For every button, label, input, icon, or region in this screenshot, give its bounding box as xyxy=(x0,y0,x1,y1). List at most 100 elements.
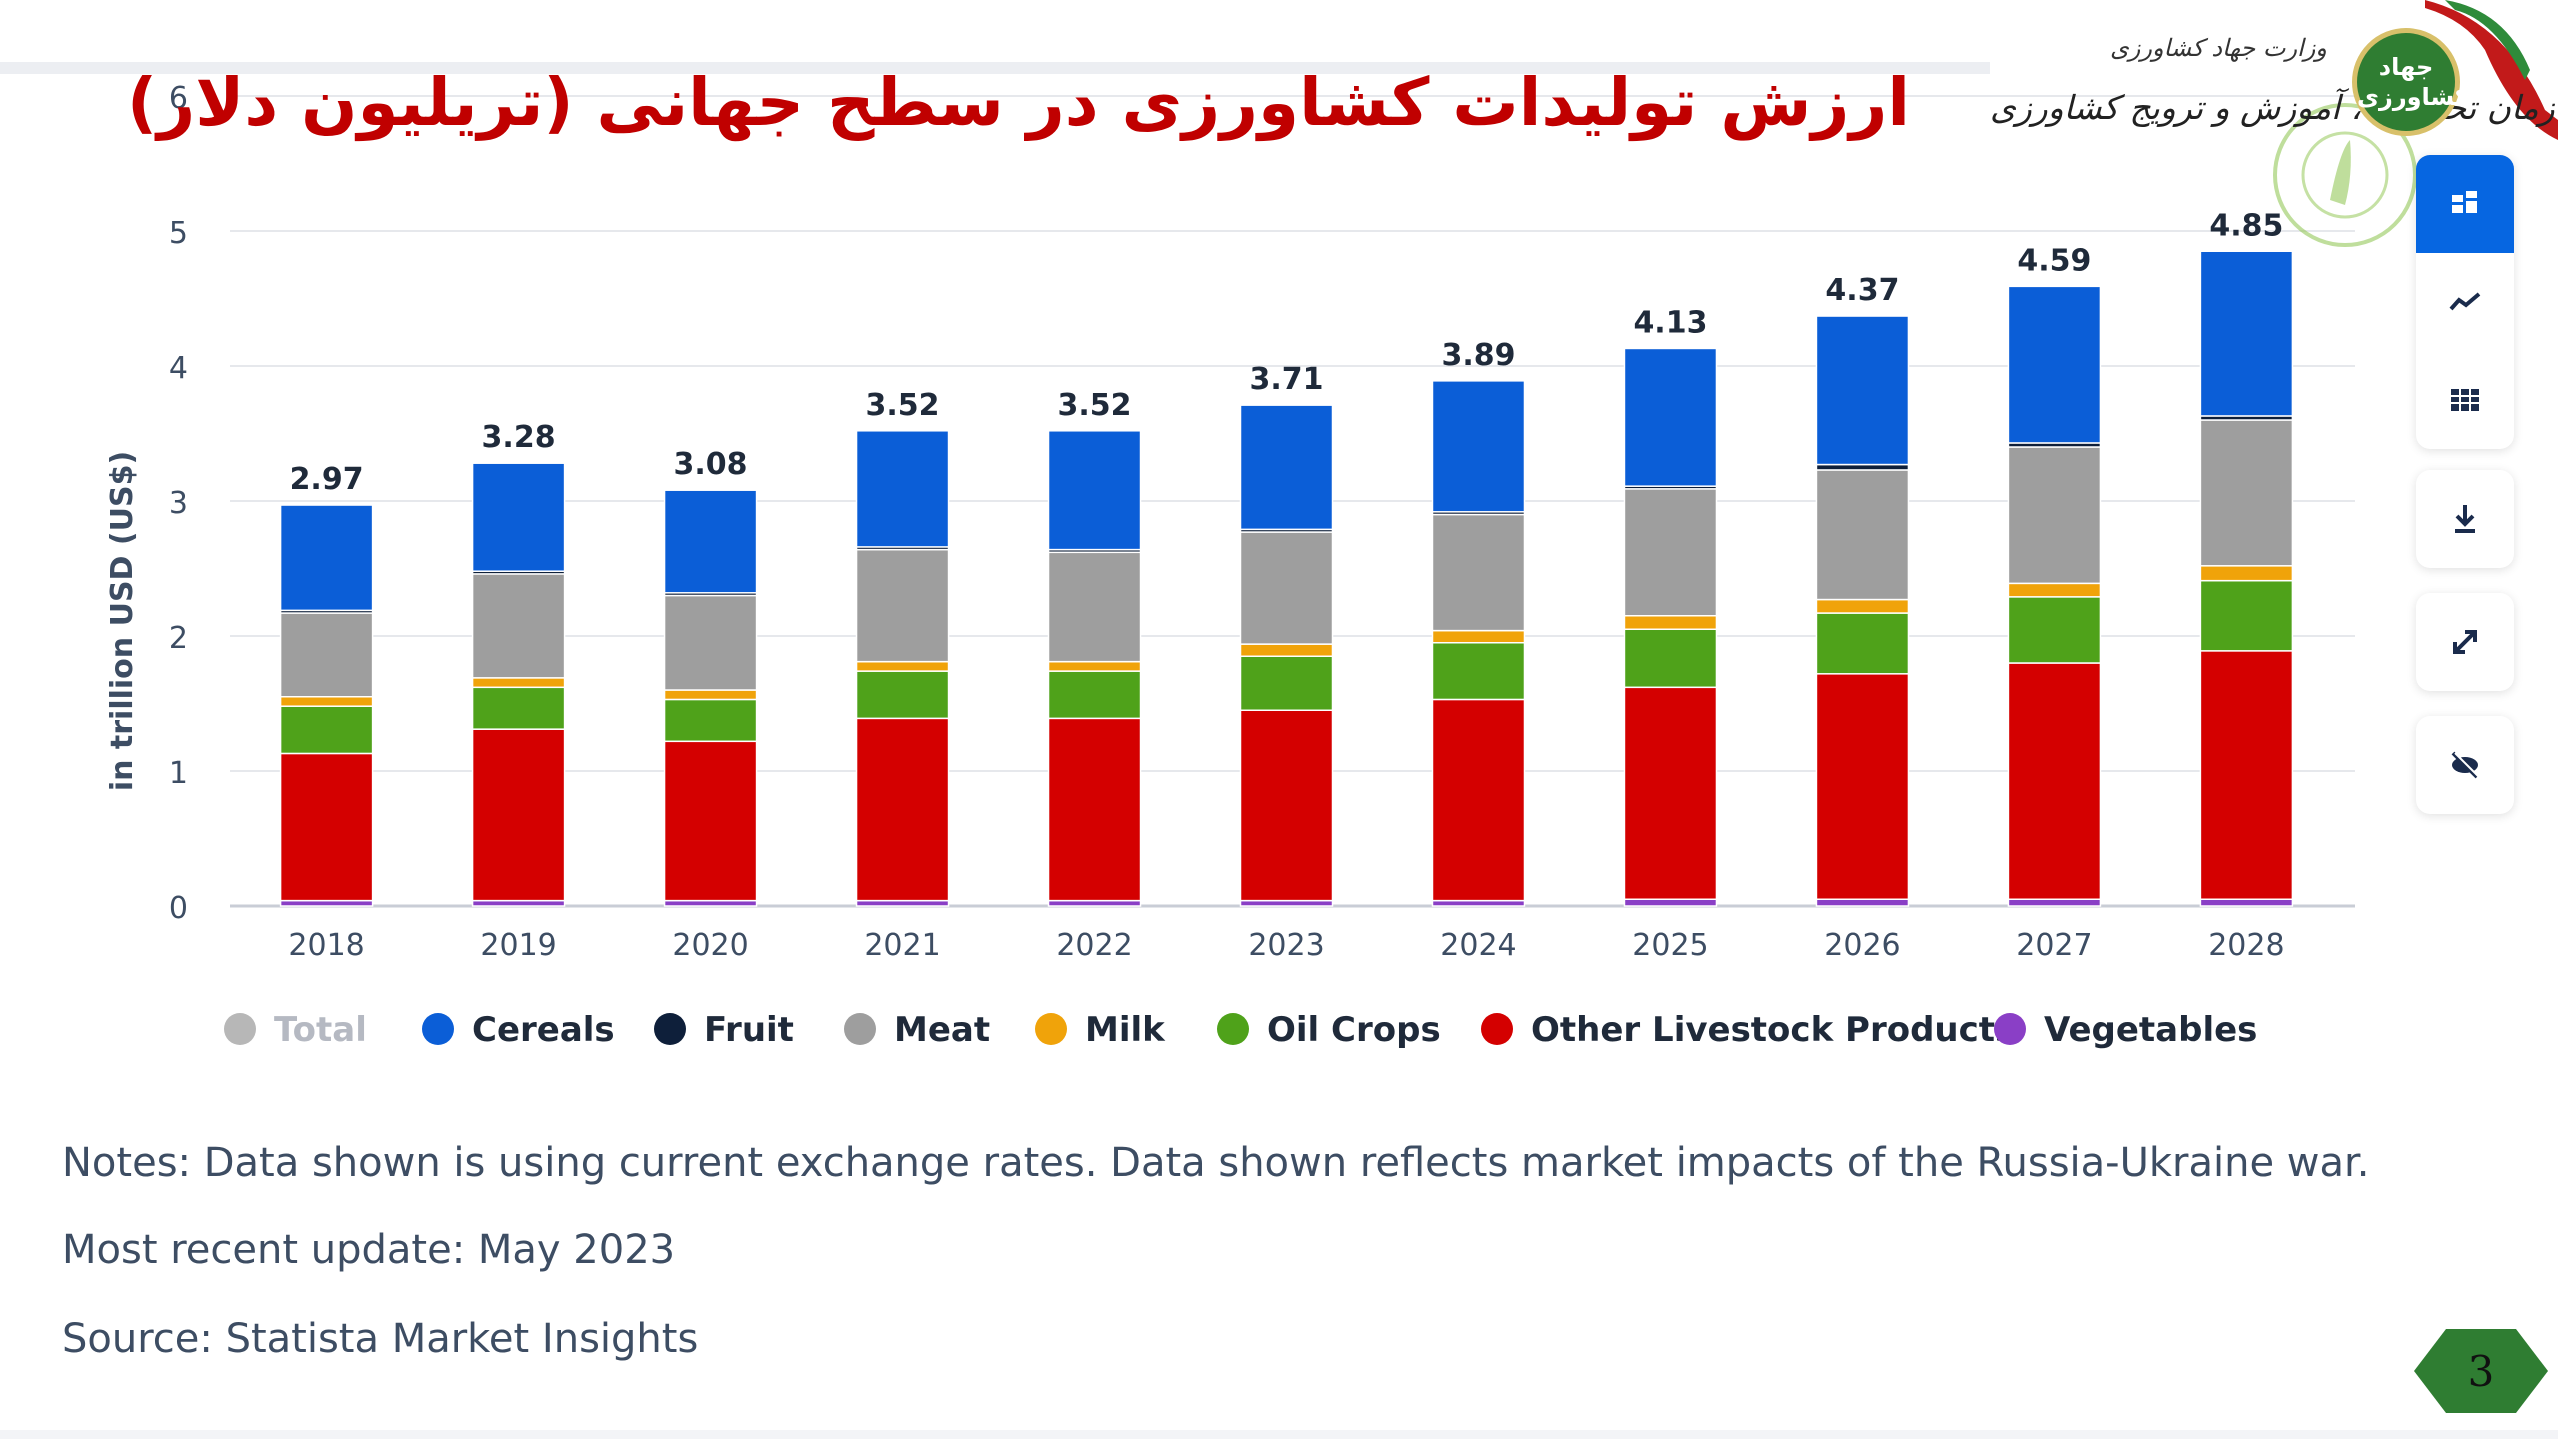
legend-label: Fruit xyxy=(704,1010,794,1050)
bar-segment-cereals xyxy=(1431,380,1526,513)
y-tick-label: 1 xyxy=(169,756,188,791)
bar-segment-cereals xyxy=(663,489,758,594)
legend-label: Cereals xyxy=(472,1010,615,1050)
x-tick-label: 2022 xyxy=(1056,928,1132,963)
bar-segment-other-livestock-products xyxy=(1239,709,1334,902)
bar-segment-meat xyxy=(1815,469,1910,601)
legend-marker xyxy=(844,1013,876,1045)
legend-label: Oil Crops xyxy=(1267,1010,1441,1050)
legend-label: Milk xyxy=(1085,1010,1166,1050)
bar-segment-cereals xyxy=(279,504,374,612)
expand-group xyxy=(2416,593,2514,691)
total-data-label: 3.52 xyxy=(1058,388,1132,423)
bar-segment-meat xyxy=(1623,488,1718,617)
y-tick-label: 6 xyxy=(169,81,188,116)
total-data-label: 3.52 xyxy=(866,388,940,423)
bar-segment-meat xyxy=(1239,531,1334,645)
bar-segment-meat xyxy=(663,594,758,691)
total-data-label: 3.08 xyxy=(674,447,748,482)
legend-marker xyxy=(422,1013,454,1045)
bar-segment-oil-crops xyxy=(1431,642,1526,701)
bar-segment-oil-crops xyxy=(471,686,566,730)
table-icon[interactable] xyxy=(2416,351,2514,449)
bar-segment-meat xyxy=(1047,551,1142,663)
legend-label: Total xyxy=(274,1010,367,1050)
chart-type-group xyxy=(2416,155,2514,449)
y-tick-label: 5 xyxy=(169,216,188,251)
bar-segment-oil-crops xyxy=(2199,579,2294,652)
total-data-label: 4.37 xyxy=(1825,273,1899,308)
hide-icon[interactable] xyxy=(2416,716,2514,814)
x-tick-label: 2021 xyxy=(864,928,940,963)
legend-marker xyxy=(1994,1013,2026,1045)
expand-icon[interactable] xyxy=(2416,593,2514,691)
bar-segment-milk xyxy=(2199,565,2294,582)
total-data-label: 3.89 xyxy=(1441,338,1515,373)
download-group xyxy=(2416,470,2514,568)
bar-segment-vegetables xyxy=(855,899,950,907)
bar-segment-oil-crops xyxy=(1047,670,1142,720)
x-tick-label: 2023 xyxy=(1248,928,1324,963)
legend-label: Other Livestock Products xyxy=(1531,1010,2015,1050)
chart-notes: Notes: Data shown is using current excha… xyxy=(62,1140,2370,1186)
ministry-logo xyxy=(2273,0,2558,247)
total-data-label: 4.13 xyxy=(1633,305,1707,340)
bar-segment-milk xyxy=(1623,615,1718,630)
bar-segment-vegetables xyxy=(2199,898,2294,907)
bar-segment-other-livestock-products xyxy=(1815,673,1910,900)
legend-marker xyxy=(654,1013,686,1045)
bar-segment-cereals xyxy=(2199,250,2294,417)
bar-segment-vegetables xyxy=(1239,899,1334,907)
bar-segment-vegetables xyxy=(1815,898,1910,907)
y-axis-label: in trillion USD (US$) xyxy=(105,451,140,791)
bar-segment-oil-crops xyxy=(1623,628,1718,689)
bar-segment-oil-crops xyxy=(1239,655,1334,711)
bar-segment-other-livestock-products xyxy=(279,752,374,902)
legend-label: Meat xyxy=(894,1010,990,1050)
bar-segment-cereals xyxy=(1623,347,1718,487)
bar-segment-other-livestock-products xyxy=(663,740,758,902)
bar-segment-meat xyxy=(1431,513,1526,632)
bar-segment-fruit xyxy=(1815,463,1910,471)
bar-segment-other-livestock-products xyxy=(1047,717,1142,902)
bar-segment-milk xyxy=(279,696,374,707)
bar-chart-icon[interactable] xyxy=(2416,155,2514,253)
bar-segment-vegetables xyxy=(279,899,374,907)
bar-segment-meat xyxy=(2199,419,2294,567)
page-number-badge xyxy=(2414,1329,2548,1413)
bar-segment-meat xyxy=(855,548,950,663)
x-tick-label: 2025 xyxy=(1632,928,1708,963)
legend-label: Vegetables xyxy=(2044,1010,2257,1050)
bar-segment-oil-crops xyxy=(2007,596,2102,664)
update-date: Most recent update: May 2023 xyxy=(62,1227,676,1273)
x-tick-label: 2018 xyxy=(288,928,364,963)
bar-segment-milk xyxy=(1239,643,1334,657)
bar-segment-vegetables xyxy=(1431,899,1526,907)
bar-segment-cereals xyxy=(471,462,566,572)
x-tick-label: 2020 xyxy=(672,928,748,963)
bar-segment-meat xyxy=(279,612,374,698)
bar-segment-milk xyxy=(1047,660,1142,672)
y-tick-label: 4 xyxy=(169,351,188,386)
bar-segment-vegetables xyxy=(471,899,566,907)
bar-segment-other-livestock-products xyxy=(1623,686,1718,900)
bar-segment-cereals xyxy=(855,430,950,548)
bar-segment-cereals xyxy=(1047,430,1142,551)
bar-segment-vegetables xyxy=(2007,898,2102,907)
bar-segment-cereals xyxy=(1239,404,1334,531)
total-data-label: 4.85 xyxy=(2209,208,2283,243)
bar-segment-milk xyxy=(1431,629,1526,644)
bar-segment-oil-crops xyxy=(1815,612,1910,675)
bar-segment-cereals xyxy=(1815,315,1910,466)
bar-segment-vegetables xyxy=(1623,898,1718,907)
line-chart-icon[interactable] xyxy=(2416,253,2514,351)
bar-segment-other-livestock-products xyxy=(471,728,566,902)
bar-segment-other-livestock-products xyxy=(1431,698,1526,902)
bar-segment-oil-crops xyxy=(279,705,374,755)
page-number: 3 xyxy=(2467,1346,2495,1396)
total-data-label: 2.97 xyxy=(290,462,364,497)
bar-segment-other-livestock-products xyxy=(2199,650,2294,900)
bar-segment-other-livestock-products xyxy=(2007,662,2102,900)
download-icon[interactable] xyxy=(2416,470,2514,568)
